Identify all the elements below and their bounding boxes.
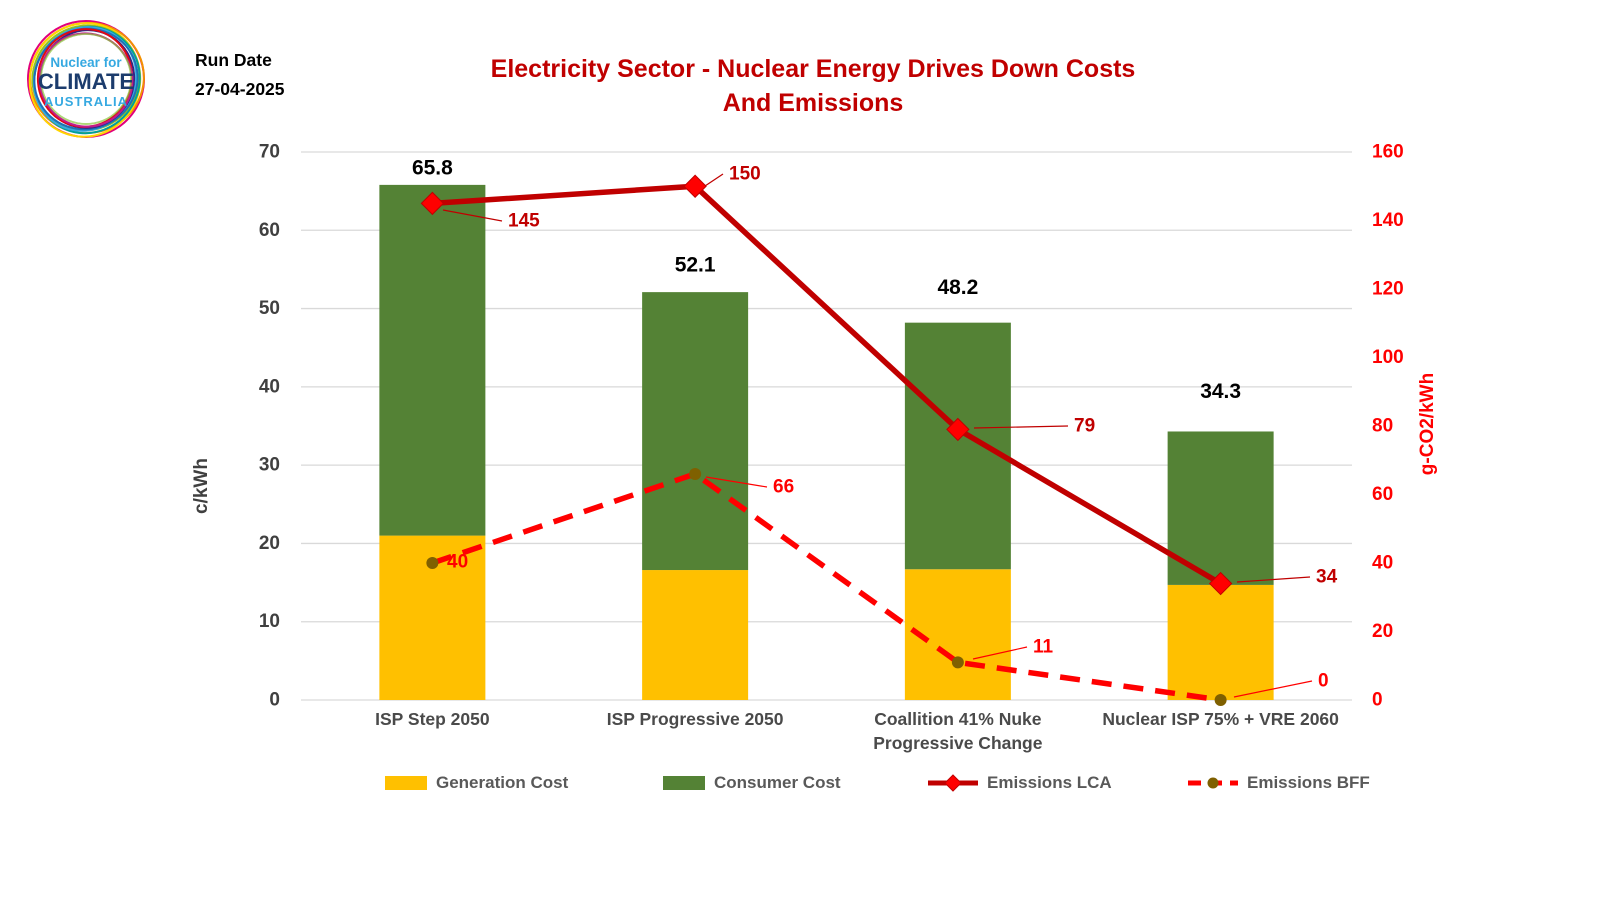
logo-scribble-rings-icon: Nuclear for CLIMATE AUSTRALIA [26, 19, 145, 138]
emissions-bff-marker [951, 656, 964, 669]
emissions-bff-line [431, 470, 1222, 703]
emissions-bff-value-label: 11 [1033, 637, 1054, 658]
left-axis-tick: 70 [259, 142, 280, 163]
emissions-lca-leader-line [704, 173, 724, 187]
bar-segment-generation-cost [642, 570, 749, 700]
legend-item-generation-cost: Generation Cost [385, 770, 568, 796]
emissions-lca-leader-line [442, 209, 503, 222]
right-axis-tick: 40 [1372, 553, 1393, 574]
logo-text-top: Nuclear for [50, 55, 122, 70]
left-axis-tick: 40 [259, 376, 280, 397]
legend-label-consumer-cost: Consumer Cost [714, 773, 841, 792]
category-label: Coallition 41% Nuke [874, 709, 1042, 729]
emissions-lca-value-label: 150 [729, 164, 761, 185]
bar-segment-consumer-cost [642, 292, 749, 571]
right-axis-tick: 160 [1372, 142, 1404, 163]
bar-segment-consumer-cost [379, 184, 486, 536]
emissions-lca-leader-line [1236, 576, 1311, 583]
nuclear-for-climate-logo: Nuclear for CLIMATE AUSTRALIA [8, 5, 168, 155]
bar-total-label: 48.2 [937, 276, 978, 299]
category-label: ISP Step 2050 [375, 709, 490, 729]
legend-item-emissions-bff: Emissions BFF [1188, 770, 1370, 796]
run-date-block: Run Date 27-04-2025 [195, 46, 285, 104]
emissions-lca-marker [946, 417, 970, 442]
left-axis-tick: 20 [259, 533, 280, 554]
emissions-lca-marker [1208, 571, 1233, 596]
left-axis-tick: 50 [259, 298, 280, 319]
left-axis-tick: 30 [259, 455, 280, 476]
bff-glyph-dot [1207, 777, 1219, 789]
bar-total-label: 34.3 [1200, 380, 1241, 403]
emissions-lca-value-label: 79 [1074, 416, 1095, 437]
left-axis-tick: 10 [259, 611, 280, 632]
emissions-bff-value-label: 40 [447, 552, 468, 573]
right-axis-tick: 60 [1372, 484, 1393, 505]
generation-cost-swatch-icon [385, 776, 427, 790]
emissions-bff-marker [1214, 694, 1227, 706]
legend-label-emissions-lca: Emissions LCA [987, 773, 1112, 792]
chart-title: Electricity Sector - Nuclear Energy Driv… [413, 52, 1213, 120]
bar-total-label: 52.1 [675, 254, 716, 277]
right-axis-tick: 0 [1372, 690, 1383, 711]
emissions-bff-leader-line [972, 646, 1028, 660]
legend-label-generation-cost: Generation Cost [436, 773, 569, 792]
emissions-lca-value-label: 34 [1316, 567, 1338, 588]
bar-total-label: 65.8 [412, 156, 453, 179]
emissions-lca-marker [420, 191, 445, 216]
chart-title-line1: Electricity Sector - Nuclear Energy Driv… [490, 55, 1136, 83]
chart-title-line2: And Emissions [722, 89, 904, 117]
logo-text-middle: CLIMATE [38, 69, 134, 94]
bar-segment-generation-cost [1167, 584, 1274, 700]
right-axis-tick: 20 [1372, 621, 1393, 642]
emissions-bff-leader-line [705, 476, 768, 488]
right-axis-tick: 100 [1372, 347, 1404, 368]
left-axis-tick: 0 [269, 690, 280, 711]
right-axis-tick: 80 [1372, 416, 1393, 437]
emissions-bff-line-icon [1188, 777, 1238, 789]
lca-glyph-diamond [944, 774, 962, 792]
category-label: ISP Progressive 2050 [607, 709, 784, 729]
left-axis-tick: 60 [259, 220, 280, 241]
emissions-bff-leader-line [1233, 680, 1313, 698]
category-label: Progressive Change [873, 733, 1042, 753]
emissions-lca-leader-line [973, 425, 1069, 429]
emissions-lca-value-label: 145 [508, 211, 540, 232]
emissions-lca-line-icon [928, 774, 978, 792]
legend-item-consumer-cost: Consumer Cost [663, 770, 841, 796]
emissions-bff-marker [426, 557, 439, 569]
category-label: Nuclear ISP 75% + VRE 2060 [1102, 709, 1339, 729]
legend-item-emissions-lca: Emissions LCA [928, 770, 1112, 796]
emissions-bff-value-label: 66 [773, 477, 794, 498]
emissions-lca-line [432, 183, 1223, 586]
right-axis-tick: 120 [1372, 279, 1404, 300]
right-axis-tick: 140 [1372, 210, 1404, 231]
logo-text-bottom: AUSTRALIA [44, 94, 128, 109]
emissions-lca-marker [683, 174, 707, 198]
emissions-bff-value-label: 0 [1318, 671, 1329, 692]
run-date-label: Run Date [195, 50, 272, 70]
legend-label-emissions-bff: Emissions BFF [1247, 773, 1370, 792]
bar-segment-consumer-cost [1167, 431, 1274, 585]
consumer-cost-swatch-icon [663, 776, 705, 790]
bar-segment-consumer-cost [904, 322, 1011, 570]
emissions-bff-marker [689, 467, 702, 480]
run-date-value: 27-04-2025 [195, 79, 285, 99]
